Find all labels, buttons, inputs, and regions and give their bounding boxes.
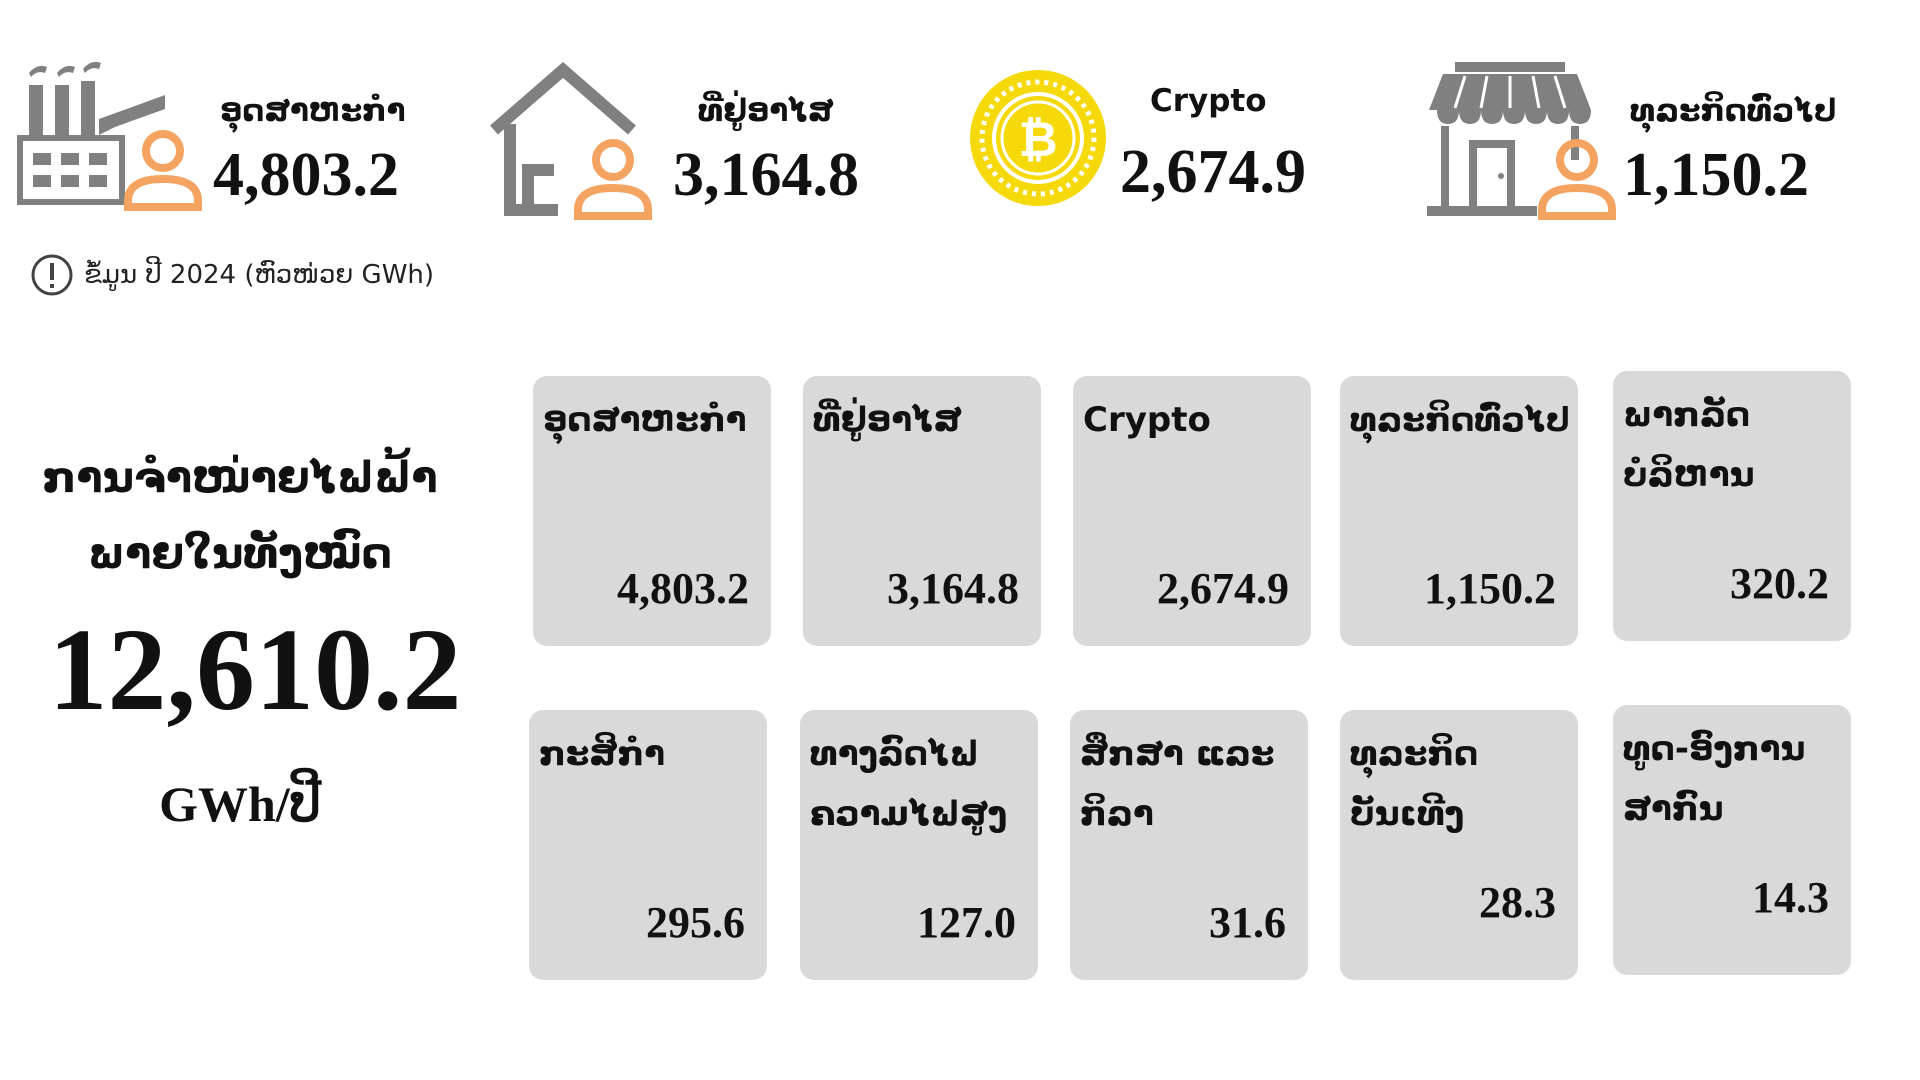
total-unit: GWh/ປີ bbox=[159, 776, 321, 832]
card-value: 295.6 bbox=[646, 898, 745, 947]
summary-business-value: 1,150.2 bbox=[1623, 141, 1809, 209]
summary-residential: ທີ່ຢູ່ອາໄສ 3,164.8 bbox=[488, 55, 908, 225]
card-value: 14.3 bbox=[1752, 873, 1829, 922]
data-note-text: ຂໍ້ມູນ ປີ 2024 (ຫົວໜ່ວຍ GWh) bbox=[84, 260, 435, 290]
card-agriculture: ກະສິກຳ 295.6 bbox=[529, 710, 767, 980]
card-label: ທີ່ຢູ່ອາໄສ bbox=[813, 400, 962, 440]
factory-person-icon bbox=[17, 61, 202, 211]
total-title: ການຈຳໜ່າຍໄຟຟ້າ ພາຍໃນທັງໝົດ bbox=[20, 440, 460, 592]
summary-industry-value: 4,803.2 bbox=[213, 141, 399, 209]
card-label: Crypto bbox=[1083, 400, 1211, 440]
card-value: 31.6 bbox=[1209, 898, 1286, 947]
card-embassies: ທູດ-ອົງການ ສາກົນ 14.3 bbox=[1613, 705, 1851, 975]
summary-business: ທຸລະກິດທົ່ວໄປ 1,150.2 bbox=[1425, 55, 1905, 225]
card-railway: ທາງລົດໄຟ ຄວາມໄຟສູງ 127.0 bbox=[800, 710, 1038, 980]
card-label: ທູດ-ອົງການ ສາກົນ bbox=[1623, 729, 1806, 829]
svg-text:₿: ₿ bbox=[1018, 112, 1057, 168]
card-residential: ທີ່ຢູ່ອາໄສ 3,164.8 bbox=[803, 376, 1041, 646]
total-title-line1: ການຈຳໜ່າຍໄຟຟ້າ bbox=[42, 453, 438, 503]
card-crypto: Crypto 2,674.9 bbox=[1073, 376, 1311, 646]
card-value: 4,803.2 bbox=[617, 564, 749, 613]
summary-crypto-label: Crypto bbox=[1150, 83, 1267, 119]
card-education: ສຶກສາ ແລະ ກິລາ 31.6 bbox=[1070, 710, 1308, 980]
data-note: ຂໍ້ມູນ ປີ 2024 (ຫົວໜ່ວຍ GWh) bbox=[30, 252, 434, 298]
card-value: 320.2 bbox=[1730, 559, 1829, 608]
card-label: ພາກລັດ ບໍລິຫານ bbox=[1623, 395, 1755, 495]
card-value: 2,674.9 bbox=[1157, 564, 1289, 613]
summary-industry-label: ອຸດສາຫະກຳ bbox=[220, 93, 406, 129]
card-entertainment: ທຸລະກິດ ບັນເທີງ 28.3 bbox=[1340, 710, 1578, 980]
card-value: 28.3 bbox=[1479, 878, 1556, 927]
card-label: ສຶກສາ ແລະ ກິລາ bbox=[1080, 734, 1275, 834]
info-exclamation-icon bbox=[31, 254, 73, 296]
summary-residential-label: ທີ່ຢູ່ອາໄສ bbox=[698, 93, 834, 129]
summary-crypto-value: 2,674.9 bbox=[1120, 138, 1306, 206]
summary-industry: ອຸດສາຫະກຳ 4,803.2 bbox=[15, 55, 435, 225]
card-business: ທຸລະກິດທົ່ວໄປ 1,150.2 bbox=[1340, 376, 1578, 646]
bitcoin-coin-icon: ₿ bbox=[970, 70, 1106, 206]
card-value: 127.0 bbox=[917, 898, 1016, 947]
card-label: ອຸດສາຫະກຳ bbox=[543, 400, 747, 440]
card-government: ພາກລັດ ບໍລິຫານ 320.2 bbox=[1613, 371, 1851, 641]
card-industry: ອຸດສາຫະກຳ 4,803.2 bbox=[533, 376, 771, 646]
summary-crypto: ₿ Crypto 2,674.9 bbox=[968, 55, 1388, 225]
card-label: ທຸລະກິດ ບັນເທີງ bbox=[1350, 734, 1479, 834]
summary-residential-value: 3,164.8 bbox=[673, 141, 859, 209]
card-label: ກະສິກຳ bbox=[539, 734, 665, 774]
card-label: ທຸລະກິດທົ່ວໄປ bbox=[1350, 400, 1570, 439]
house-person-icon bbox=[490, 62, 652, 220]
card-value: 1,150.2 bbox=[1424, 564, 1556, 613]
total-title-line2: ພາຍໃນທັງໝົດ bbox=[87, 529, 393, 579]
card-value: 3,164.8 bbox=[887, 564, 1019, 613]
card-label: ທາງລົດໄຟ ຄວາມໄຟສູງ bbox=[810, 734, 1008, 834]
total-value: 12,610.2 bbox=[48, 604, 462, 735]
summary-business-label: ທຸລະກິດທົ່ວໄປ bbox=[1630, 93, 1837, 129]
store-person-icon bbox=[1427, 62, 1616, 220]
